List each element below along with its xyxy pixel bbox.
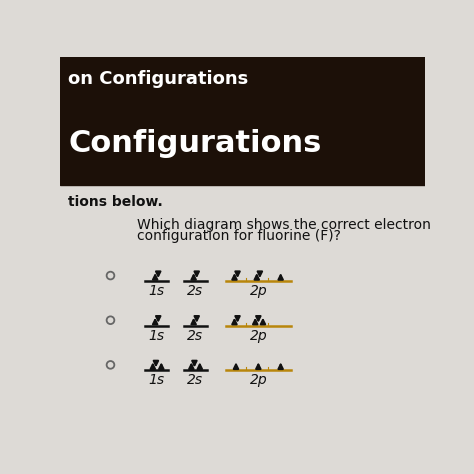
Bar — [61, 185, 425, 422]
Text: Which diagram shows the correct electron: Which diagram shows the correct electron — [137, 218, 431, 232]
Bar — [61, 101, 425, 185]
Text: configuration for fluorine (F)?: configuration for fluorine (F)? — [137, 229, 341, 243]
Text: 2p: 2p — [249, 374, 267, 387]
Text: 2p: 2p — [249, 284, 267, 298]
Text: tions below.: tions below. — [68, 195, 163, 209]
Text: 1s: 1s — [149, 374, 165, 387]
Bar — [61, 57, 425, 101]
Text: 2s: 2s — [187, 284, 203, 298]
Text: on Configurations: on Configurations — [68, 70, 248, 88]
Text: Configurations: Configurations — [68, 128, 321, 158]
Text: 2s: 2s — [187, 328, 203, 343]
Text: 1s: 1s — [149, 328, 165, 343]
Text: 2p: 2p — [249, 328, 267, 343]
Text: 1s: 1s — [149, 284, 165, 298]
Text: 2s: 2s — [187, 374, 203, 387]
